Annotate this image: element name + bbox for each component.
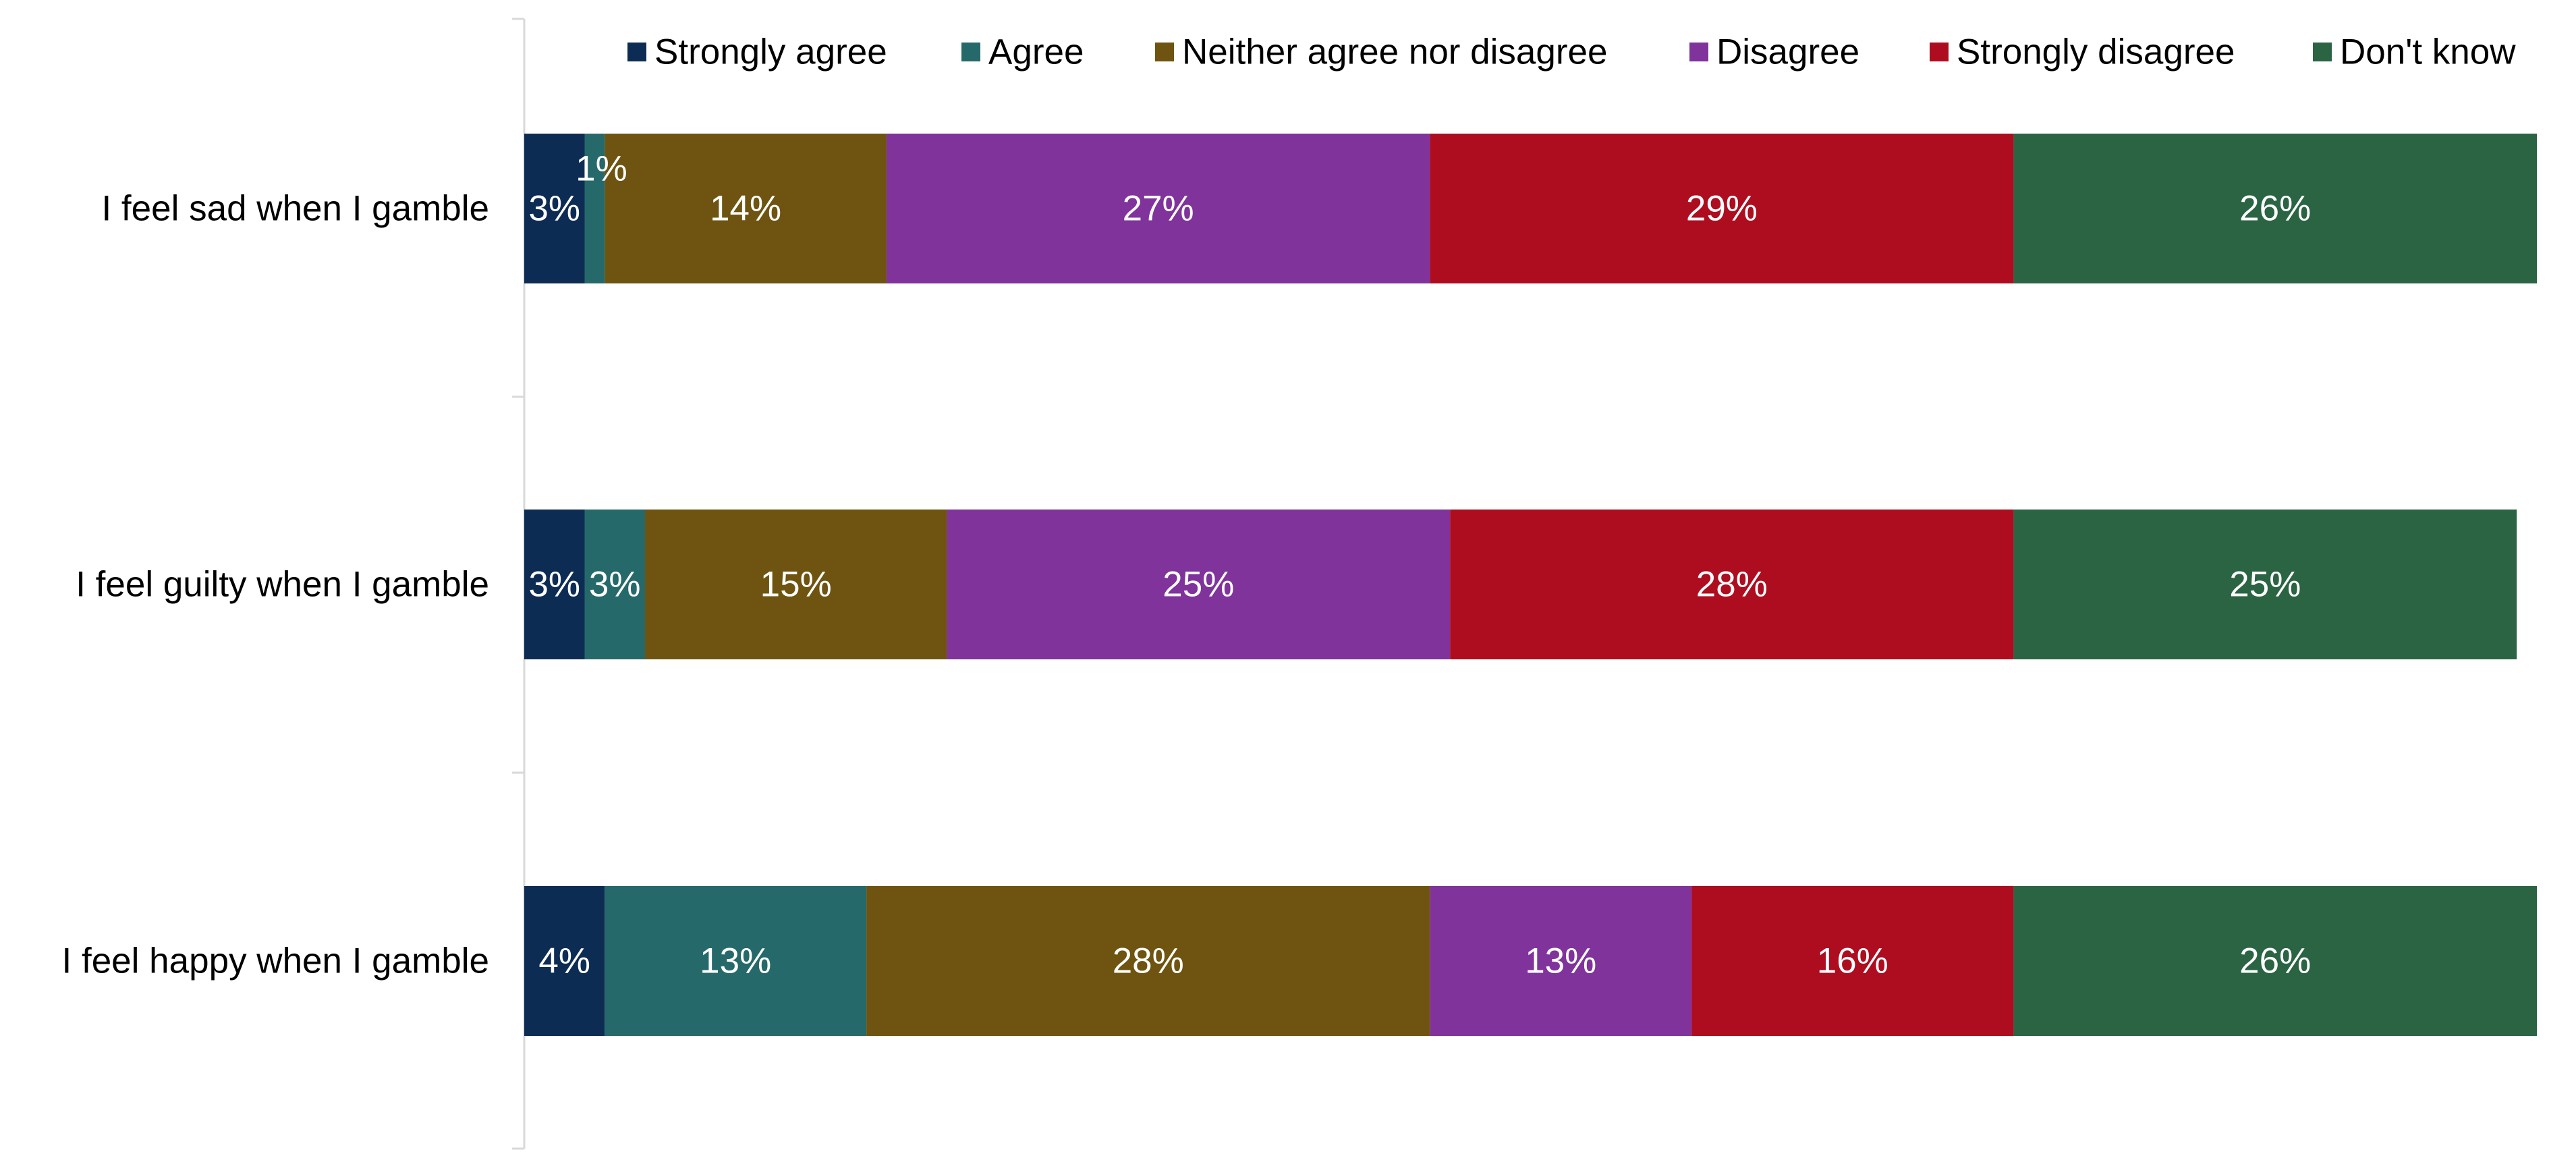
data-label: 14% [710,189,781,229]
data-label: 28% [1113,941,1184,981]
legend-swatch [961,43,980,61]
legend-label: Don't know [2340,32,2516,72]
data-label: 3% [589,565,641,605]
legend-label: Strongly disagree [1957,32,2235,72]
legend-swatch [1930,43,1949,61]
legend-item-strongly-disagree: Strongly disagree [1930,32,2235,72]
legend-item-disagree: Disagree [1689,32,1859,72]
legend-swatch [2313,43,2332,61]
bar-segment-agree [584,134,605,283]
bar-segment-agree [605,886,867,1036]
axis [512,18,526,1150]
legend-label: Strongly agree [654,32,887,72]
bar-segment-strongly-agree [524,886,605,1036]
category-label: I feel guilty when I gamble [76,565,489,605]
data-label: 13% [1525,941,1596,981]
data-label: 25% [2229,565,2301,605]
bar-segment-strongly-agree [524,134,585,283]
bar-segment-strongly-agree [524,510,585,659]
data-label: 13% [700,941,771,981]
data-label: 26% [2239,941,2311,981]
bar-segment-strongly-disagree [1430,134,2014,283]
legend-swatch [1155,43,1174,61]
legend-item-don-t-know: Don't know [2313,32,2516,72]
bar-segment-disagree [947,510,1451,659]
bar-segment-agree [584,510,645,659]
bar-segment-neither-agree-nor-disagree [605,134,887,283]
legend-label: Disagree [1716,32,1859,72]
data-label: 15% [760,565,832,605]
bar-segment-don-t-know [2013,886,2537,1036]
category-label: I feel sad when I gamble [101,189,489,229]
legend-label: Agree [988,32,1084,72]
bars [524,134,2537,1036]
bar-segment-disagree [886,134,1430,283]
bar-segment-strongly-disagree [1691,886,2014,1036]
bar-segment-don-t-know [2013,510,2517,659]
legend-item-agree: Agree [961,32,1084,72]
data-labels: 3%1%14% 27% 29% 26%3% 3% 15% 25% 28% 25%4% 13% 28%… [528,149,2311,981]
legend-label: Neither agree nor disagree [1182,32,1608,72]
data-label: 4% [538,941,590,981]
legend: Strongly agree Agree Neither agree nor dis… [627,32,2516,72]
category-labels: I feel sad when I gamble I feel guilty wh… [62,189,489,981]
data-label: 16% [1817,941,1888,981]
bar-segment-don-t-know [2013,134,2537,283]
data-label: 25% [1163,565,1234,605]
data-label: 29% [1686,189,1758,229]
bar-segment-disagree [1430,886,1692,1036]
data-label: 1% [576,149,627,189]
bar-segment-neither-agree-nor-disagree [866,886,1430,1036]
data-label: 28% [1696,565,1768,605]
data-label: 3% [528,189,580,229]
data-label: 26% [2239,189,2311,229]
legend-item-neither-agree-nor-disagree: Neither agree nor disagree [1155,32,1608,72]
legend-swatch [627,43,646,61]
category-label: I feel happy when I gamble [62,941,489,981]
legend-swatch [1689,43,1708,61]
bar-segment-neither-agree-nor-disagree [644,510,947,659]
legend-item-strongly-agree: Strongly agree [627,32,887,72]
data-label: 3% [528,565,580,605]
data-label: 27% [1123,189,1194,229]
bar-segment-strongly-disagree [1450,510,2014,659]
